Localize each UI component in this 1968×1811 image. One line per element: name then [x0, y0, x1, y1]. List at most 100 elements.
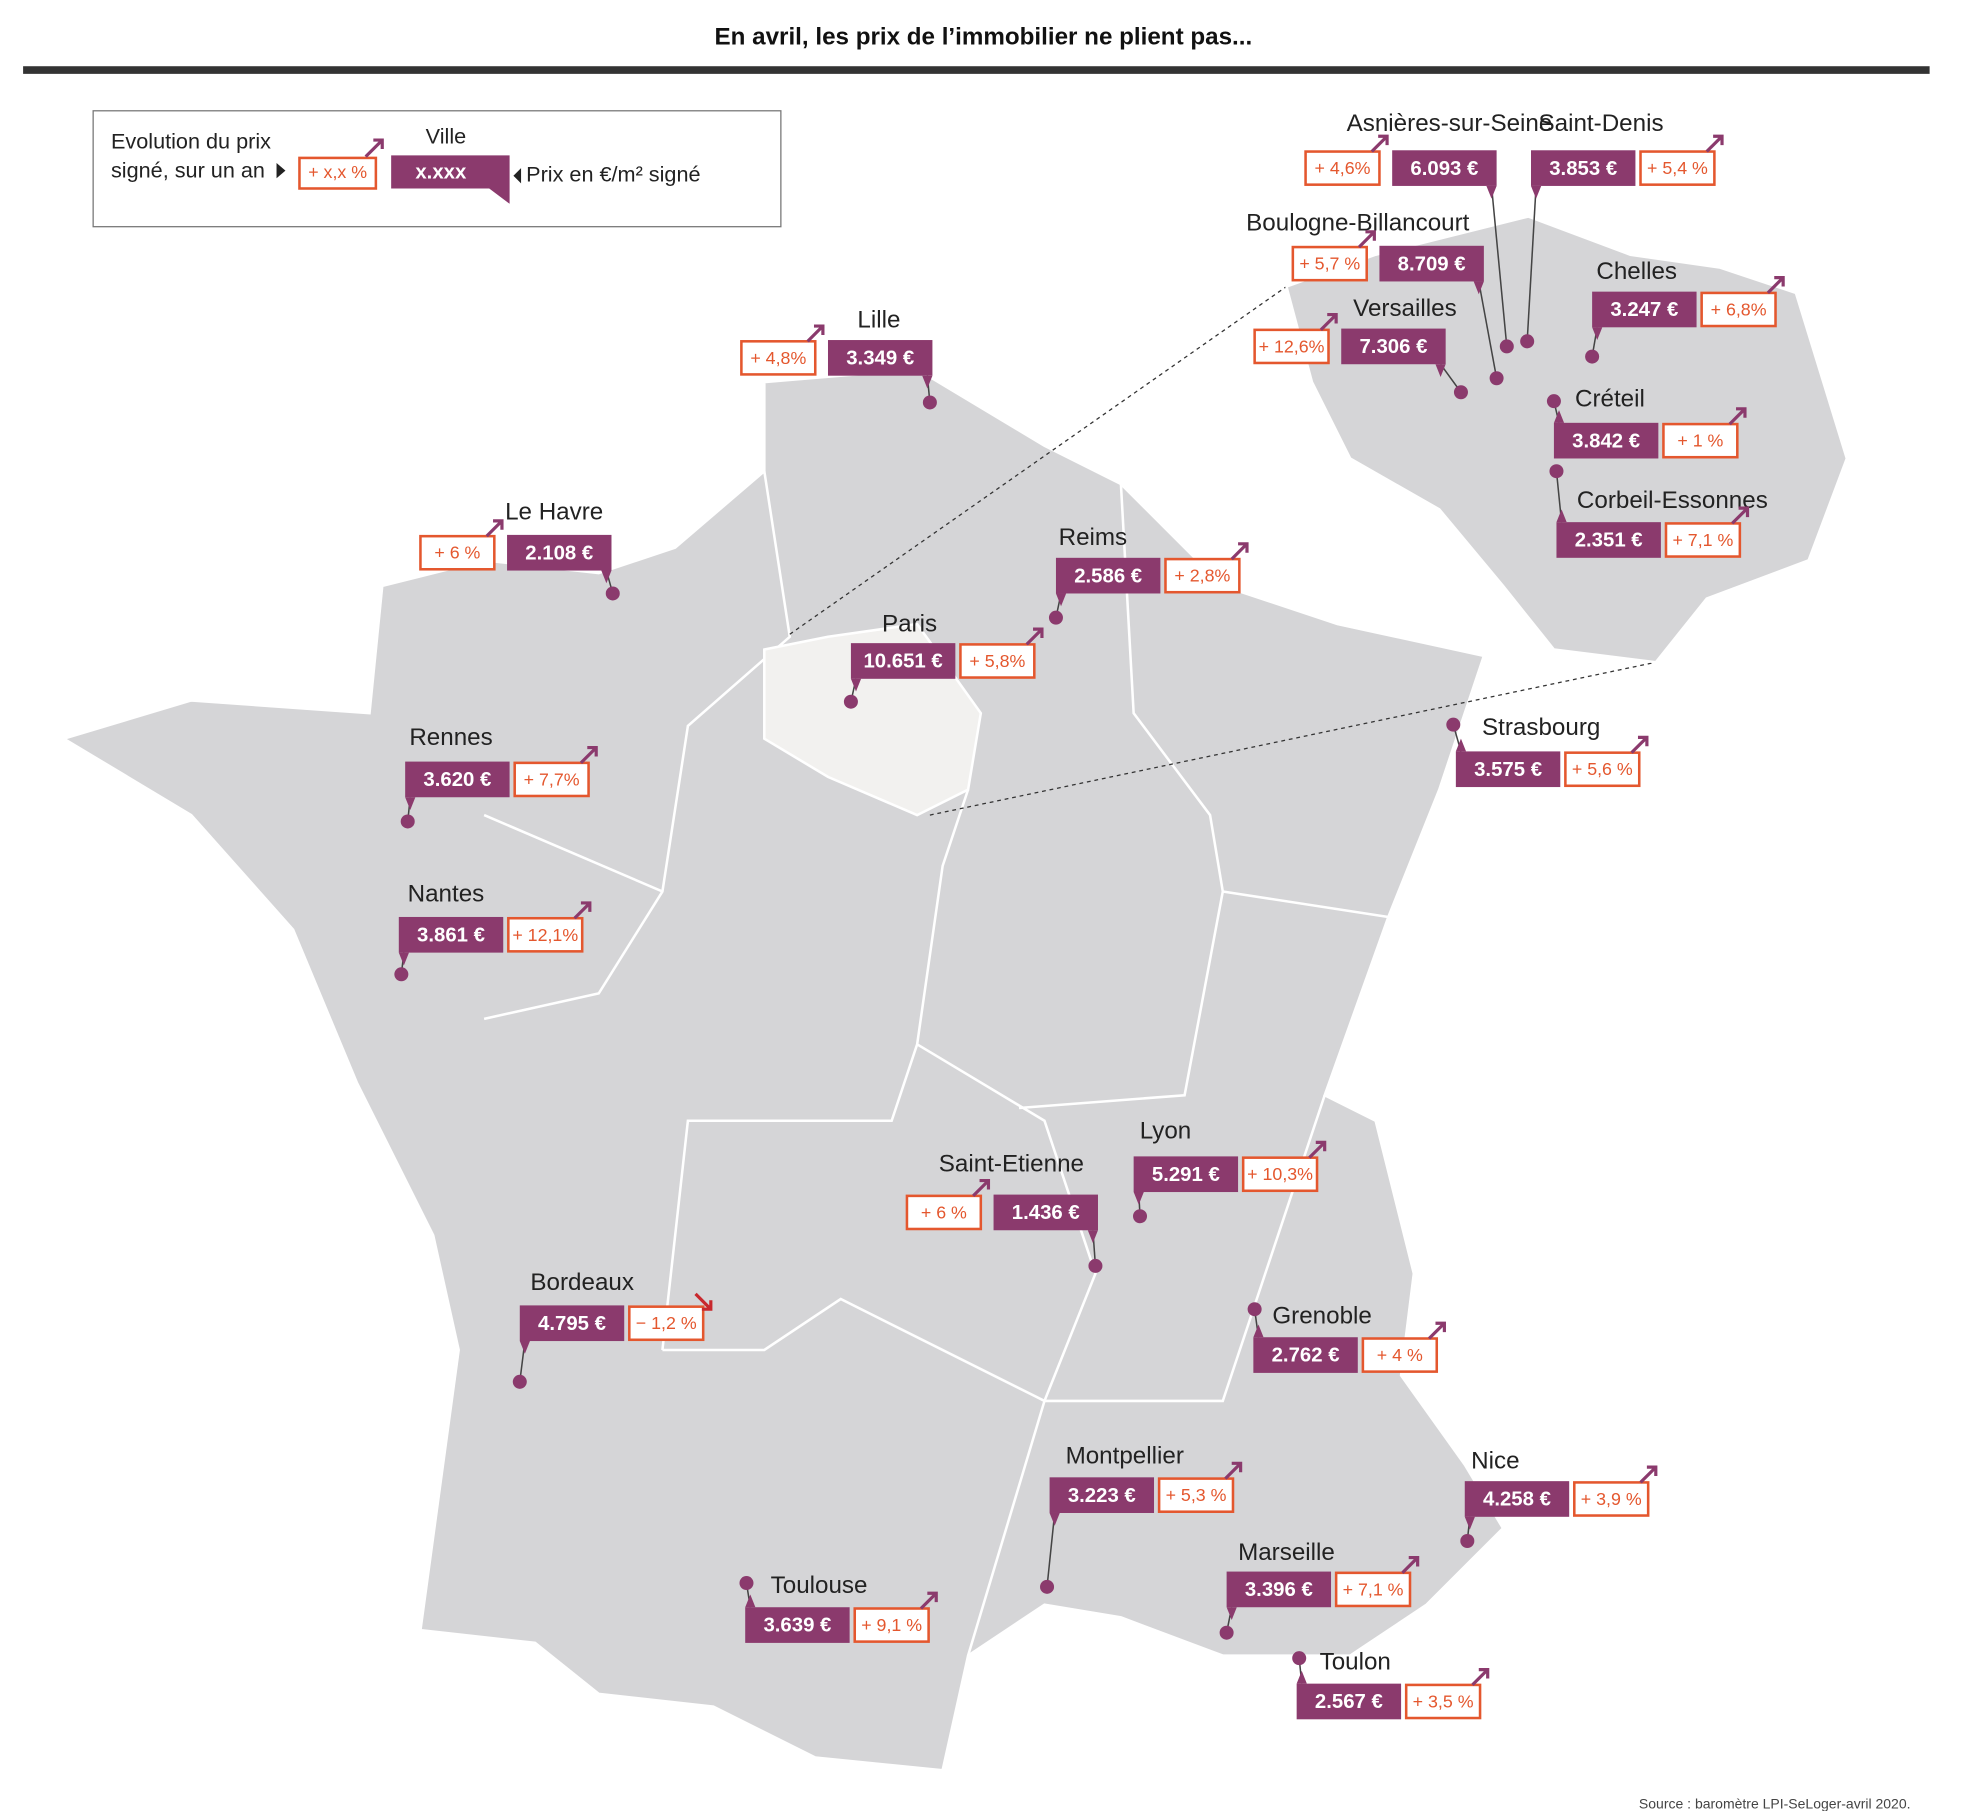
change-box — [628, 1305, 705, 1342]
pin-tab — [1592, 327, 1603, 341]
trend-arrow — [919, 1591, 938, 1610]
legend-change: + x,x % — [308, 162, 367, 182]
trend-arrow — [1728, 407, 1747, 426]
change: + 6,8% — [1711, 299, 1767, 319]
price: 2.762 € — [1272, 1345, 1340, 1367]
city-name: Saint-Denis — [1539, 110, 1664, 137]
trend-arrow — [579, 745, 598, 764]
legend-arrow — [364, 138, 384, 158]
trend-arrow — [1319, 312, 1338, 331]
change-box — [419, 534, 496, 571]
pin — [1292, 1651, 1307, 1666]
change-box — [513, 761, 590, 798]
price: 3.349 € — [846, 348, 914, 370]
city: Saint-Denis 3.853 € + 5,4 % — [1520, 110, 1724, 349]
price: 2.586 € — [1074, 565, 1142, 587]
pin-line — [1478, 281, 1498, 379]
city-name: Marseille — [1238, 1539, 1335, 1566]
change-box — [1662, 422, 1739, 459]
price: 3.396 € — [1245, 1579, 1313, 1601]
trend-arrow — [1630, 735, 1649, 754]
pin-tab — [850, 678, 862, 692]
price: 3.575 € — [1474, 759, 1542, 781]
pin-tab — [405, 797, 416, 810]
price-box — [1049, 1477, 1155, 1513]
trend-arrow — [1471, 1668, 1490, 1687]
pin — [1489, 371, 1504, 386]
change-box — [1639, 150, 1716, 186]
legend-price: x.xxx — [415, 162, 467, 184]
change-box — [959, 643, 1036, 679]
region-borders — [483, 471, 1389, 1656]
change-box — [1253, 328, 1330, 365]
trend-arrow — [485, 519, 504, 538]
change-box — [1334, 1571, 1412, 1608]
pin-tab — [745, 1594, 756, 1608]
change: + 4 % — [1377, 1345, 1423, 1365]
city-name: Nantes — [408, 881, 485, 908]
legend-pointer — [513, 168, 522, 184]
change-box — [507, 916, 584, 953]
pin — [1219, 1625, 1234, 1640]
legend-pointer — [276, 163, 286, 179]
city-name: Strasbourg — [1482, 714, 1600, 741]
price: 5.291 € — [1152, 1164, 1220, 1186]
trend-arrow — [1427, 1321, 1446, 1340]
pin-tab — [1049, 1512, 1060, 1526]
change: − 1,2 % — [636, 1313, 697, 1333]
zoom-line — [929, 661, 1656, 816]
city: Rennes 3.620 € + 7,7% — [400, 724, 598, 829]
trend-arrow — [1639, 1465, 1658, 1484]
pin — [400, 814, 415, 829]
legend-text: signé, sur un an — [111, 158, 265, 183]
price-box — [1455, 751, 1561, 788]
trend-arrow — [972, 1178, 991, 1197]
change-box — [1241, 1156, 1319, 1193]
legend-text: Evolution du prix — [111, 128, 271, 153]
trend-arrow — [573, 901, 592, 920]
city: Toulouse 3.639 € + 9,1 % — [739, 1572, 938, 1643]
price: 3.620 € — [423, 769, 491, 791]
city: Lille 3.349 € + 4,8% — [740, 306, 937, 410]
city: Asnières-sur-Seine 6.093 € + 4,6% — [1304, 110, 1552, 354]
change: + 6 % — [921, 1202, 967, 1222]
change: + 1 % — [1677, 431, 1723, 451]
legend-change-box — [298, 156, 378, 190]
price: 2.351 € — [1575, 530, 1643, 552]
price: 2.108 € — [525, 542, 593, 564]
city: Boulogne-Billancourt 8.709 € + 5,7 % — [1246, 210, 1504, 386]
price-box — [1553, 422, 1659, 459]
zoom-line — [789, 286, 1287, 635]
pin-tab — [1530, 185, 1542, 199]
city: Nice 4.258 € + 3,9 % — [1460, 1447, 1658, 1549]
change: + 5,6 % — [1572, 759, 1633, 779]
city: Strasbourg 3.575 € + 5,6 % — [1446, 714, 1649, 788]
change: + 5,7 % — [1299, 254, 1360, 274]
change-box — [1361, 1337, 1439, 1373]
city-name: Toulon — [1320, 1649, 1391, 1676]
pin — [739, 1576, 754, 1591]
city: Paris 10.651 € + 5,8% — [843, 611, 1044, 709]
city-name: Toulouse — [771, 1572, 868, 1599]
city-name: Créteil — [1575, 385, 1645, 412]
pin — [1040, 1579, 1055, 1594]
city: Toulon 2.567 € + 3,5 % — [1292, 1649, 1490, 1720]
city: Nantes 3.861 € + 12,1% — [394, 881, 592, 982]
price: 4.795 € — [538, 1313, 606, 1335]
price-box — [1556, 522, 1661, 558]
pin-tab — [1133, 1192, 1144, 1205]
price-box — [1379, 245, 1484, 282]
price: 2.567 € — [1315, 1691, 1383, 1713]
price-box — [993, 1194, 1098, 1231]
legend-city: Ville — [426, 123, 467, 148]
change: + 5,4 % — [1647, 158, 1708, 178]
change-box — [1291, 245, 1368, 282]
change-box — [1304, 150, 1381, 186]
change: + 7,1 % — [1672, 530, 1733, 550]
title: En avril, les prix de l’immobilier ne pl… — [715, 24, 1253, 51]
price-box — [1341, 328, 1446, 365]
city-name: Versailles — [1353, 295, 1457, 322]
price: 3.247 € — [1610, 299, 1678, 321]
change-box — [1404, 1683, 1482, 1720]
